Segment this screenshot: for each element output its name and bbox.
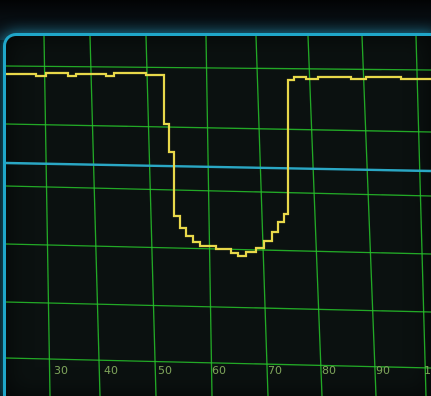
x-tick-label: 40: [104, 364, 118, 377]
grid-line-horizontal: [6, 357, 431, 369]
grid-line-horizontal: [6, 301, 431, 313]
x-tick-label: 70: [268, 364, 282, 377]
graticule-grid: [6, 36, 431, 396]
grid-line-horizontal: [6, 185, 431, 197]
x-tick-label: 10: [424, 364, 431, 377]
x-tick-label: 80: [322, 364, 336, 377]
x-tick-label: 50: [158, 364, 172, 377]
x-tick-label: 30: [54, 364, 68, 377]
reference-line: [6, 161, 431, 173]
x-tick-label: 90: [376, 364, 390, 377]
grid-line-vertical: [415, 36, 427, 396]
grid-line-vertical: [89, 36, 101, 396]
x-axis-tick-labels: 30 40 50 60 70 80 90 10: [54, 364, 431, 377]
grid-line-horizontal: [6, 65, 431, 71]
bezel-top-frame: [0, 0, 431, 40]
grid-line-vertical: [307, 36, 323, 396]
grid-line-vertical: [255, 36, 269, 396]
grid-line-vertical: [205, 36, 213, 396]
oscilloscope-screen: 30 40 50 60 70 80 90 10: [6, 36, 431, 396]
grid-line-vertical: [361, 36, 377, 396]
signal-trace: [6, 71, 431, 258]
grid-line-vertical: [145, 36, 157, 396]
waveform-display: 30 40 50 60 70 80 90 10: [6, 36, 431, 396]
grid-line-vertical: [43, 36, 51, 396]
x-tick-label: 60: [212, 364, 226, 377]
grid-line-horizontal: [6, 123, 431, 133]
